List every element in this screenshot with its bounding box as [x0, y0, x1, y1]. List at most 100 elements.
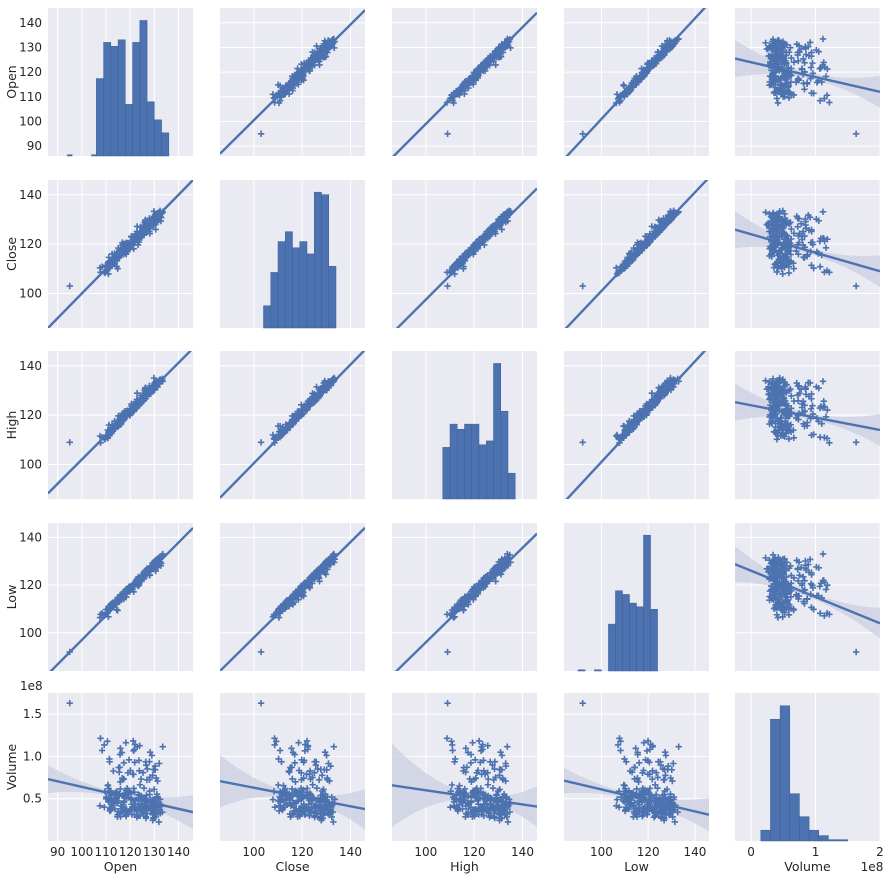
scatter-point — [123, 587, 130, 595]
scatter-point — [773, 47, 780, 54]
x-tick-label: 100 — [70, 845, 93, 859]
scatter-point — [485, 775, 492, 783]
scatter-point — [667, 374, 674, 382]
scatter-point — [469, 243, 477, 251]
scatter-point — [257, 130, 265, 137]
scatter-point — [139, 810, 147, 817]
scatter-point — [778, 244, 785, 252]
scatter-point — [148, 752, 155, 759]
scatter-point — [762, 209, 769, 216]
scatter-point — [796, 48, 803, 56]
scatter-point — [115, 244, 122, 252]
scatter-point — [315, 776, 323, 784]
scatter-point — [809, 241, 817, 248]
scatter-point — [66, 439, 73, 446]
panel-open-vs-volume — [735, 8, 881, 156]
scatter-point — [613, 796, 621, 803]
scatter-point — [816, 263, 824, 270]
scatter-point — [108, 803, 115, 811]
scatter-point — [306, 397, 313, 405]
scatter-point — [257, 439, 265, 446]
scatter-point — [805, 211, 812, 219]
scatter-point — [787, 593, 794, 600]
y-axis-label-high: High — [4, 411, 19, 440]
histogram-bar — [464, 423, 472, 500]
scatter-point — [443, 269, 451, 276]
scatter-point — [115, 412, 122, 420]
scatter-point — [484, 742, 491, 749]
y-tick-label: 100 — [19, 114, 42, 128]
scatter-point — [300, 803, 307, 810]
plot-area — [735, 207, 880, 290]
scatter-point — [813, 216, 820, 223]
plot-area — [48, 351, 193, 495]
plot-area — [564, 699, 709, 832]
scatter-point — [129, 770, 136, 778]
scatter-point — [321, 748, 329, 756]
scatter-point — [98, 747, 106, 754]
scatter-point — [150, 786, 158, 793]
plot-area — [49, 527, 193, 671]
scatter-point — [502, 777, 509, 785]
scatter-point — [257, 699, 265, 707]
y-tick-label: 1.0 — [23, 749, 42, 763]
histogram-bar — [622, 594, 630, 672]
histogram-bar — [500, 410, 509, 500]
scatter-point — [770, 428, 778, 435]
scatter-point — [779, 599, 787, 607]
scatter-point — [776, 374, 783, 382]
scatter-point — [288, 785, 296, 793]
scatter-point — [119, 804, 127, 811]
scatter-point — [648, 397, 656, 405]
scatter-point — [779, 270, 786, 278]
histogram-bar — [306, 253, 315, 329]
scatter-point — [775, 214, 782, 221]
scatter-point — [306, 812, 313, 819]
scatter-point — [762, 39, 769, 47]
scatter-point — [809, 584, 817, 592]
scatter-point — [773, 268, 781, 276]
scatter-point — [808, 228, 815, 235]
scatter-point — [296, 806, 303, 813]
scatter-point — [142, 813, 150, 821]
scatter-point — [826, 99, 833, 106]
scatter-point — [323, 752, 330, 759]
scatter-point — [276, 82, 284, 90]
scatter-point — [775, 39, 782, 46]
histogram-bar — [91, 154, 97, 157]
regression-line — [394, 532, 537, 671]
scatter-point — [769, 551, 777, 559]
scatter-point — [768, 55, 776, 63]
scatter-point — [498, 752, 506, 759]
scatter-point — [474, 787, 481, 795]
histogram-bar — [478, 444, 487, 500]
scatter-point — [317, 766, 325, 773]
scatter-point — [106, 807, 114, 815]
scatter-point — [321, 807, 328, 814]
scatter-point — [773, 76, 781, 83]
panel-volume-vs-open — [48, 693, 193, 841]
histogram-bar — [577, 669, 586, 672]
scatter-point — [780, 570, 787, 577]
regression-line — [395, 187, 537, 328]
scatter-point — [465, 84, 472, 92]
x-tick-label: 120 — [291, 845, 314, 859]
x-tick-label: 90 — [50, 845, 65, 859]
scatter-point — [766, 378, 773, 385]
scatter-point — [768, 67, 775, 74]
histogram-bar — [270, 272, 279, 329]
histogram-bar — [471, 423, 480, 500]
scatter-point — [780, 222, 787, 229]
scatter-point — [781, 555, 788, 562]
scatter-point — [117, 813, 124, 820]
scatter-point — [318, 772, 326, 779]
scatter-point — [271, 741, 278, 749]
scatter-point — [311, 813, 318, 821]
scatter-point — [771, 39, 778, 47]
scatter-point — [821, 237, 828, 245]
panel-close-vs-open — [48, 180, 193, 328]
scatter-point — [467, 751, 475, 758]
panel-open-vs-low — [564, 8, 709, 156]
scatter-point — [304, 746, 311, 753]
scatter-point — [484, 792, 492, 800]
